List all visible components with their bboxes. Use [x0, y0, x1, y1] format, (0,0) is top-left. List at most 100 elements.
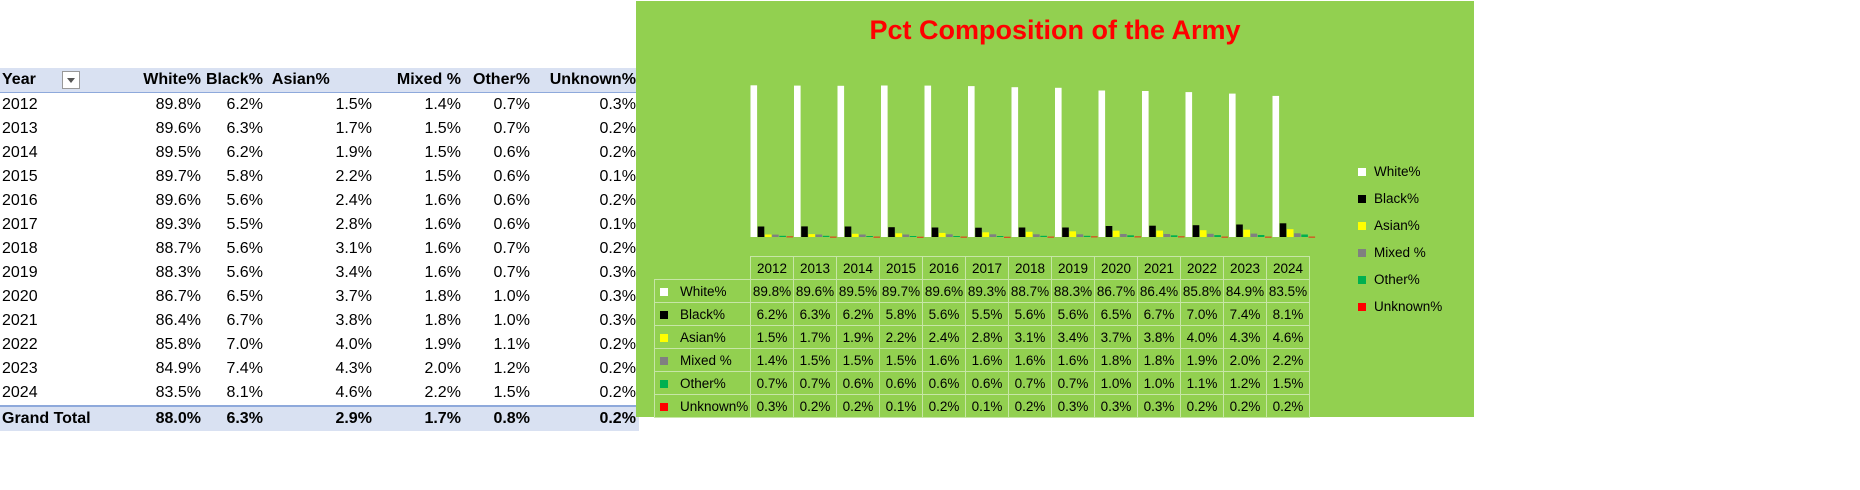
- bar-mixed-2012[interactable]: [772, 234, 779, 237]
- bar-asian-2020[interactable]: [1112, 230, 1120, 237]
- bar-black-2017[interactable]: [975, 227, 982, 237]
- bar-other-2013[interactable]: [822, 235, 830, 237]
- pivot-value-cell: 2.2%: [424, 384, 461, 401]
- bar-other-2023[interactable]: [1257, 235, 1265, 237]
- bar-unknown-2024[interactable]: [1308, 236, 1316, 238]
- bar-unknown-2016[interactable]: [960, 236, 968, 238]
- bar-unknown-2020[interactable]: [1134, 236, 1142, 238]
- bar-other-2018[interactable]: [1040, 235, 1047, 237]
- bar-asian-2021[interactable]: [1156, 230, 1163, 237]
- bar-mixed-2014[interactable]: [859, 234, 866, 238]
- bar-black-2021[interactable]: [1149, 225, 1156, 237]
- bar-unknown-2015[interactable]: [917, 236, 924, 238]
- bar-white-2021[interactable]: [1142, 91, 1149, 237]
- pivot-value-cell: 1.1%: [493, 336, 530, 353]
- bar-unknown-2021[interactable]: [1178, 236, 1185, 238]
- bar-black-2012[interactable]: [757, 226, 765, 238]
- bar-mixed-2015[interactable]: [902, 234, 910, 238]
- bar-white-2024[interactable]: [1272, 95, 1280, 238]
- bar-unknown-2023[interactable]: [1265, 236, 1272, 238]
- pivot-header-year[interactable]: Year: [0, 68, 102, 93]
- bar-mixed-2016[interactable]: [946, 234, 953, 237]
- pivot-value-cell: 3.1%: [335, 240, 372, 257]
- bar-unknown-2012[interactable]: [786, 236, 794, 238]
- bar-unknown-2022[interactable]: [1221, 236, 1229, 238]
- bar-other-2012[interactable]: [779, 235, 786, 237]
- bar-other-2022[interactable]: [1214, 235, 1221, 237]
- bar-mixed-2022[interactable]: [1207, 233, 1214, 237]
- bar-mixed-2024[interactable]: [1294, 233, 1301, 237]
- data-label: 84.9%: [1223, 279, 1267, 303]
- bar-asian-2017[interactable]: [982, 232, 989, 237]
- bar-unknown-2019[interactable]: [1091, 236, 1098, 238]
- bar-asian-2015[interactable]: [895, 233, 902, 237]
- bar-white-2018[interactable]: [1011, 87, 1019, 237]
- bar-white-2017[interactable]: [968, 86, 975, 237]
- bar-other-2024[interactable]: [1301, 234, 1308, 238]
- bar-other-2020[interactable]: [1127, 235, 1134, 237]
- bar-mixed-2019[interactable]: [1076, 234, 1084, 237]
- legend-entry[interactable]: Unknown%: [1358, 298, 1442, 325]
- bar-black-2018[interactable]: [1018, 227, 1026, 238]
- bar-black-2013[interactable]: [801, 226, 808, 237]
- bar-asian-2024[interactable]: [1286, 229, 1294, 237]
- bar-white-2022[interactable]: [1185, 92, 1193, 237]
- bar-unknown-2018[interactable]: [1047, 236, 1055, 238]
- bar-black-2016[interactable]: [931, 227, 939, 238]
- bar-asian-2013[interactable]: [808, 234, 815, 237]
- bar-asian-2012[interactable]: [764, 234, 772, 238]
- bar-other-2017[interactable]: [996, 236, 1004, 237]
- chart-area[interactable]: Pct Composition of the Army 2012 2013 2014…: [636, 1, 1474, 418]
- bar-black-2022[interactable]: [1192, 225, 1200, 237]
- data-label: 89.8%: [750, 279, 794, 303]
- bar-black-2015[interactable]: [888, 227, 895, 237]
- bar-mixed-2018[interactable]: [1033, 234, 1040, 237]
- legend-entry[interactable]: Asian%: [1358, 217, 1442, 244]
- bar-black-2024[interactable]: [1279, 223, 1287, 237]
- bar-mixed-2020[interactable]: [1120, 234, 1127, 237]
- bar-white-2012[interactable]: [750, 85, 758, 237]
- pivot-value-cell: 2.2%: [335, 168, 372, 185]
- bar-other-2021[interactable]: [1170, 235, 1178, 237]
- pivot-year-cell: 2024: [2, 384, 38, 401]
- bar-asian-2016[interactable]: [938, 232, 946, 237]
- chart-legend: White% Black% Asian% Mixed % Other% Unknown%: [1358, 163, 1442, 325]
- bar-mixed-2017[interactable]: [989, 234, 997, 237]
- legend-entry[interactable]: White%: [1358, 163, 1442, 190]
- bar-mixed-2013[interactable]: [815, 234, 823, 238]
- legend-entry[interactable]: Black%: [1358, 190, 1442, 217]
- bar-white-2023[interactable]: [1229, 93, 1236, 237]
- bar-black-2014[interactable]: [844, 226, 852, 238]
- bar-white-2014[interactable]: [837, 85, 845, 237]
- pivot-value-cell: 3.8%: [335, 312, 372, 329]
- bar-other-2019[interactable]: [1083, 235, 1091, 237]
- bar-mixed-2021[interactable]: [1163, 234, 1171, 237]
- bar-white-2020[interactable]: [1098, 90, 1106, 238]
- bar-unknown-2014[interactable]: [873, 236, 881, 238]
- bar-unknown-2013[interactable]: [830, 236, 837, 238]
- bar-asian-2022[interactable]: [1199, 230, 1207, 237]
- bar-other-2016[interactable]: [953, 236, 960, 237]
- bar-other-2014[interactable]: [866, 236, 873, 237]
- dropdown-filter-icon[interactable]: [61, 70, 80, 89]
- data-label: 89.7%: [879, 279, 923, 303]
- data-table-series-row: White% 89.8% 89.6% 89.5% 89.7% 89.6% 89.3% 88.7…: [654, 279, 1310, 303]
- bar-black-2020[interactable]: [1105, 226, 1113, 237]
- bar-white-2016[interactable]: [924, 85, 932, 237]
- legend-entry[interactable]: Mixed %: [1358, 244, 1442, 271]
- bar-other-2015[interactable]: [909, 236, 917, 237]
- pivot-value-cell: 2.0%: [424, 360, 461, 377]
- bar-asian-2014[interactable]: [851, 233, 859, 237]
- bar-white-2019[interactable]: [1055, 87, 1062, 237]
- bar-asian-2023[interactable]: [1243, 229, 1250, 237]
- bar-white-2015[interactable]: [881, 85, 888, 238]
- legend-entry[interactable]: Other%: [1358, 271, 1442, 298]
- bar-unknown-2017[interactable]: [1004, 236, 1011, 238]
- bar-black-2023[interactable]: [1236, 224, 1243, 238]
- x-tick-label: 2012: [750, 256, 794, 280]
- bar-mixed-2023[interactable]: [1250, 233, 1258, 237]
- bar-asian-2018[interactable]: [1025, 231, 1033, 237]
- bar-black-2019[interactable]: [1062, 227, 1069, 238]
- bar-asian-2019[interactable]: [1069, 231, 1076, 237]
- bar-white-2013[interactable]: [794, 85, 801, 237]
